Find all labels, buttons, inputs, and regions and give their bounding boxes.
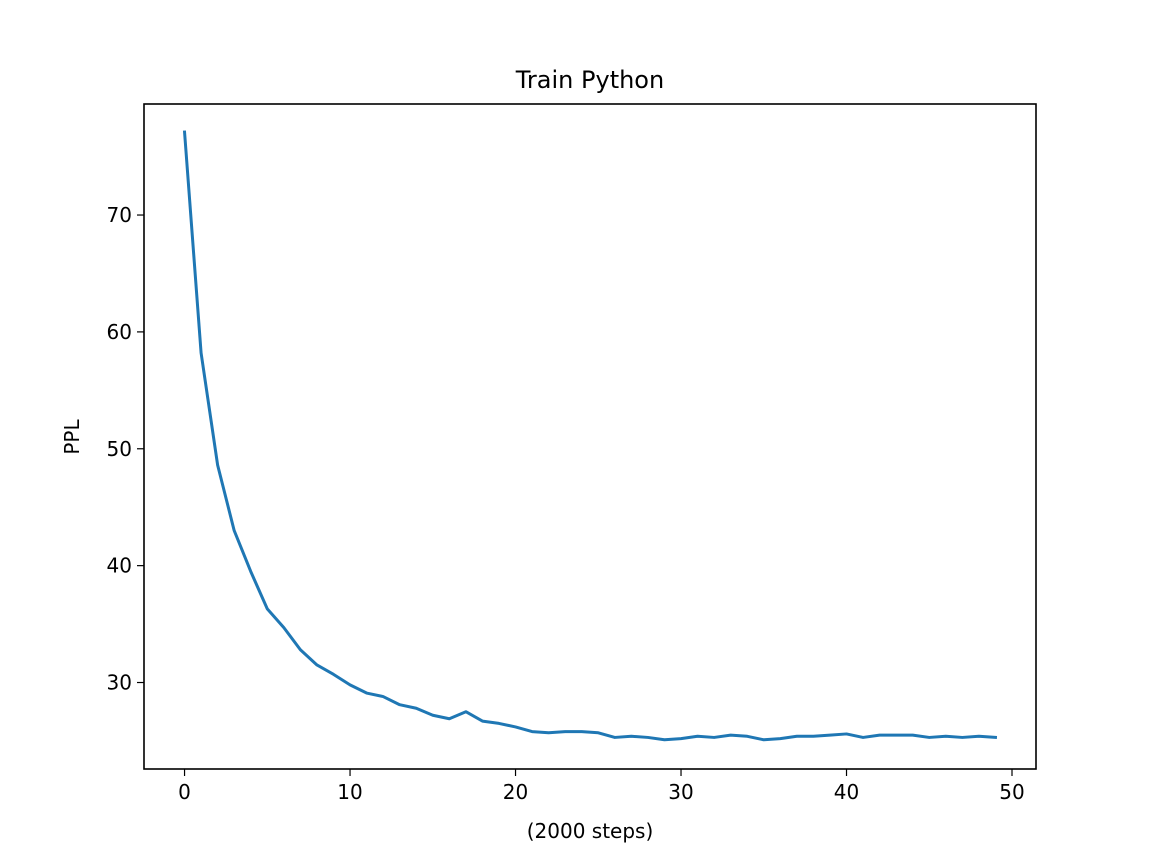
y-tick-label: 60 <box>107 320 132 344</box>
x-tick-label: 40 <box>834 780 859 804</box>
y-tick-label: 40 <box>107 554 132 578</box>
y-axis-label: PPL <box>60 419 84 455</box>
x-tick-label: 50 <box>999 780 1024 804</box>
series-layer <box>182 130 998 742</box>
x-tick-label: 30 <box>668 780 693 804</box>
plot-frame <box>143 103 1037 770</box>
x-axis-label: (2000 steps) <box>527 819 654 843</box>
x-tick-label: 10 <box>337 780 362 804</box>
y-tick-label: 70 <box>107 203 132 227</box>
y-axis: 30 40 50 60 70 <box>107 203 144 695</box>
x-axis: 0 10 20 30 40 50 <box>178 769 1025 804</box>
series-line <box>182 130 998 742</box>
y-tick-label: 50 <box>107 437 132 461</box>
y-tick-label: 30 <box>107 671 132 695</box>
x-tick-label: 0 <box>178 780 191 804</box>
chart-title: Train Python <box>515 66 664 94</box>
x-tick-label: 20 <box>503 780 528 804</box>
